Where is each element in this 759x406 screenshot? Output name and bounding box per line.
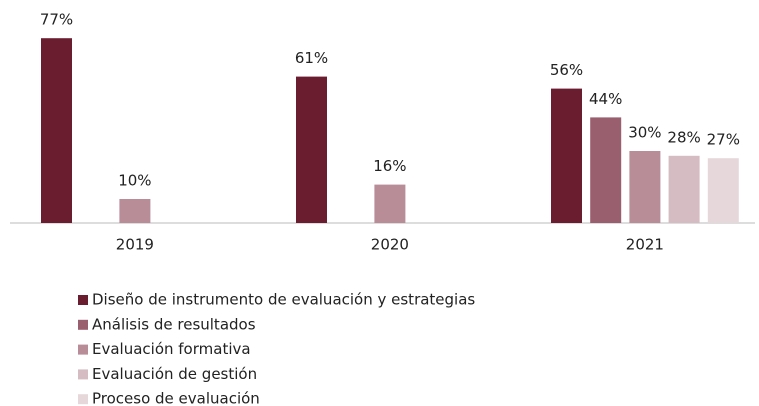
- data-label: 27%: [707, 131, 740, 149]
- legend-label: Evaluación de gestión: [92, 365, 257, 383]
- data-label: 28%: [667, 128, 700, 146]
- legend-label: Proceso de evaluación: [92, 390, 260, 406]
- data-label: 30%: [628, 124, 661, 142]
- data-label: 44%: [589, 90, 622, 108]
- bar: [668, 155, 700, 223]
- data-label: 16%: [373, 157, 406, 175]
- bar: [590, 117, 622, 223]
- legend-swatch: [78, 344, 88, 355]
- x-tick-label: 2021: [626, 236, 664, 254]
- data-label: 56%: [550, 61, 583, 79]
- x-tick-label: 2020: [371, 236, 409, 254]
- legend-swatch: [78, 295, 88, 305]
- bar: [629, 151, 661, 223]
- legend-label: Diseño de instrumento de evaluación y es…: [92, 291, 475, 309]
- legend-swatch: [78, 319, 88, 330]
- bar: [41, 38, 72, 224]
- legend-swatch: [78, 394, 88, 405]
- bar: [119, 199, 151, 223]
- data-label: 61%: [295, 49, 328, 67]
- bar: [707, 158, 739, 223]
- data-label: 77%: [40, 11, 73, 29]
- x-tick-label: 2019: [116, 236, 154, 254]
- bar: [296, 76, 327, 223]
- bar: [551, 88, 582, 223]
- legend-label: Análisis de resultados: [92, 315, 256, 333]
- legend-swatch: [78, 369, 88, 380]
- legend-label: Evaluación formativa: [92, 340, 251, 358]
- data-label: 10%: [118, 172, 151, 190]
- bar: [374, 184, 406, 223]
